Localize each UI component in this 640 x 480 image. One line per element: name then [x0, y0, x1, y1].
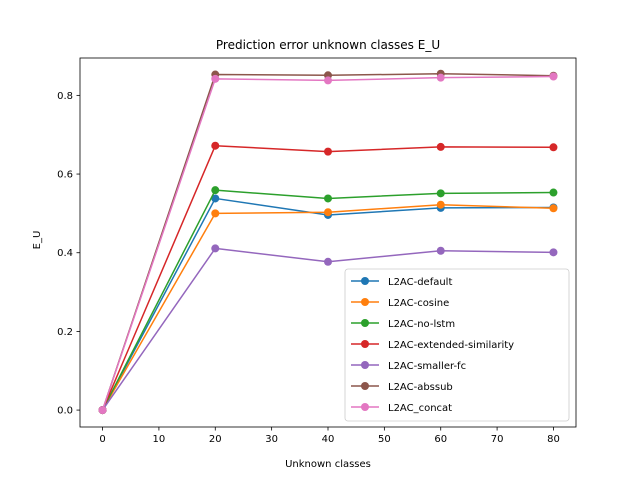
x-axis-label: Unknown classes [285, 459, 371, 470]
data-point [211, 74, 220, 83]
data-point [436, 200, 445, 209]
data-point [211, 194, 220, 203]
legend-label: L2AC_concat [388, 403, 452, 414]
data-point [549, 188, 558, 197]
data-point [211, 244, 220, 253]
legend-label: L2AC-no-lstm [388, 319, 455, 330]
legend-label: L2AC-abssub [388, 382, 453, 393]
data-point [436, 73, 445, 82]
y-axis-label: E_U [32, 231, 43, 250]
y-tick-label: 0.6 [57, 170, 73, 181]
data-point [324, 208, 332, 217]
legend-item: L2AC-extended-similarity [351, 340, 514, 351]
x-tick-label: 30 [265, 434, 278, 445]
data-point [324, 257, 332, 266]
x-tick-label: 40 [322, 434, 335, 445]
y-tick-label: 0.4 [57, 248, 73, 259]
axes: 0 10 20 30 40 50 60 70 80 0.0 0.2 0.4 0.6 0.8 [57, 57, 577, 445]
legend-label: L2AC-default [388, 277, 452, 288]
data-point [211, 186, 220, 195]
legend-item: L2AC-cosine [351, 298, 449, 309]
legend-item: L2AC_concat [351, 403, 452, 414]
data-point [324, 147, 332, 156]
data-point [436, 142, 445, 151]
data-point [549, 204, 558, 213]
legend-item: L2AC-abssub [351, 382, 453, 393]
data-point [324, 76, 332, 85]
data-point [98, 406, 107, 415]
x-tick-label: 20 [209, 434, 222, 445]
series-6 [98, 72, 558, 415]
chart-title: Prediction error unknown classes E_U [216, 38, 440, 52]
data-point [436, 246, 445, 255]
legend-marker [361, 298, 369, 306]
data-point [549, 248, 558, 257]
data-point [211, 141, 220, 150]
x-tick-label: 50 [378, 434, 391, 445]
legend-label: L2AC-extended-similarity [388, 340, 514, 351]
y-tick-label: 0.2 [57, 327, 73, 338]
x-tick-label: 0 [99, 434, 105, 445]
legend-marker [361, 361, 369, 369]
legend-marker [361, 277, 369, 285]
data-point [211, 209, 220, 218]
legend: L2AC-default L2AC-cosine L2AC-no-lstm L2AC-… [344, 268, 570, 422]
legend-label: L2AC-smaller-fc [388, 361, 466, 372]
plot-area [98, 69, 558, 415]
data-point [436, 189, 445, 198]
x-tick-label: 10 [153, 434, 166, 445]
y-tick-label: 0.8 [57, 91, 73, 102]
legend-marker [361, 340, 369, 348]
data-point [549, 143, 558, 152]
data-point [549, 72, 558, 81]
legend-marker [361, 403, 369, 411]
legend-marker [361, 319, 369, 327]
x-tick-label: 80 [547, 434, 560, 445]
legend-marker [361, 382, 369, 390]
legend-box [344, 268, 570, 422]
x-tick-label: 70 [491, 434, 504, 445]
legend-label: L2AC-cosine [388, 298, 449, 309]
legend-item: L2AC-no-lstm [351, 319, 455, 330]
x-tick-label: 60 [434, 434, 447, 445]
data-point [324, 194, 332, 203]
y-tick-label: 0.0 [57, 406, 73, 417]
legend-item: L2AC-default [351, 277, 452, 288]
legend-item: L2AC-smaller-fc [351, 361, 466, 372]
